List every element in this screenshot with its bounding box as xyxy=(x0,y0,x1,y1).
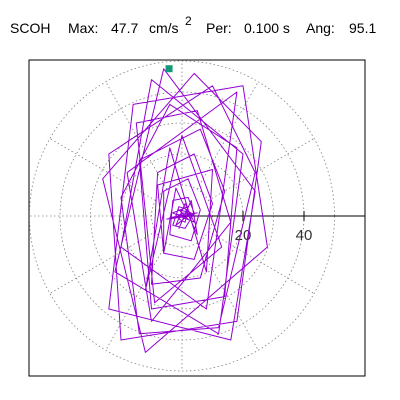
motion-trace xyxy=(102,68,268,353)
trace-series-0 xyxy=(102,68,268,353)
plot-border xyxy=(28,59,366,377)
period-label: Per: xyxy=(206,20,232,36)
marker-layer xyxy=(165,65,173,73)
grid-spoke-30 xyxy=(208,138,315,201)
max-unit-exponent: 2 xyxy=(185,14,192,28)
radial-tick-label-40: 40 xyxy=(296,227,313,244)
header-bar: SCOH Max: 47.7 cm/s 2 Per: 0.100 s Ang: … xyxy=(0,0,400,40)
grid-spoke-330 xyxy=(208,231,315,294)
period-value: 0.100 s xyxy=(244,20,290,36)
max-label: Max: xyxy=(68,20,98,36)
max-value: 47.7 xyxy=(111,20,138,36)
grid-spoke-240 xyxy=(105,242,168,351)
station-code: SCOH xyxy=(10,20,50,36)
angle-value: 95.1 xyxy=(349,20,376,36)
max-unit: cm/s xyxy=(149,20,179,36)
grid-spoke-150 xyxy=(49,138,156,201)
peak-marker xyxy=(165,65,173,73)
header-text: SCOH Max: 47.7 cm/s 2 Per: 0.100 s Ang: … xyxy=(10,14,376,36)
angle-label: Ang: xyxy=(306,20,335,36)
grid-spoke-120 xyxy=(105,81,168,190)
